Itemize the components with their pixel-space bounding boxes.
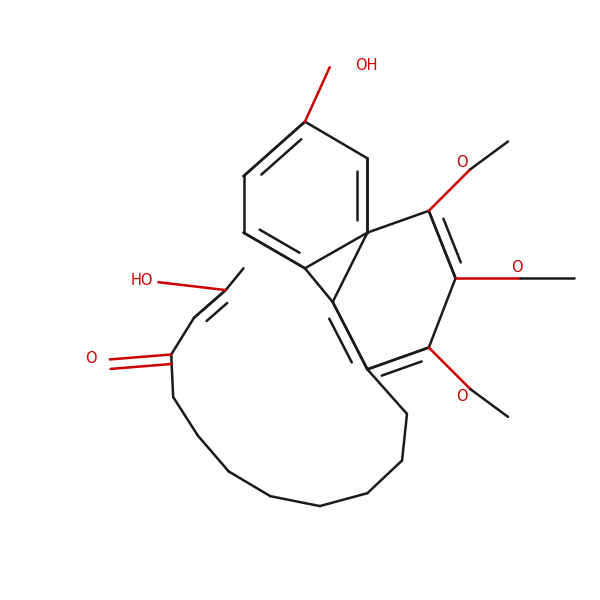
Text: O: O xyxy=(511,260,523,275)
Text: OH: OH xyxy=(355,58,377,73)
Text: HO: HO xyxy=(131,274,154,289)
Text: O: O xyxy=(85,351,97,366)
Text: O: O xyxy=(456,155,468,170)
Text: O: O xyxy=(456,389,468,404)
